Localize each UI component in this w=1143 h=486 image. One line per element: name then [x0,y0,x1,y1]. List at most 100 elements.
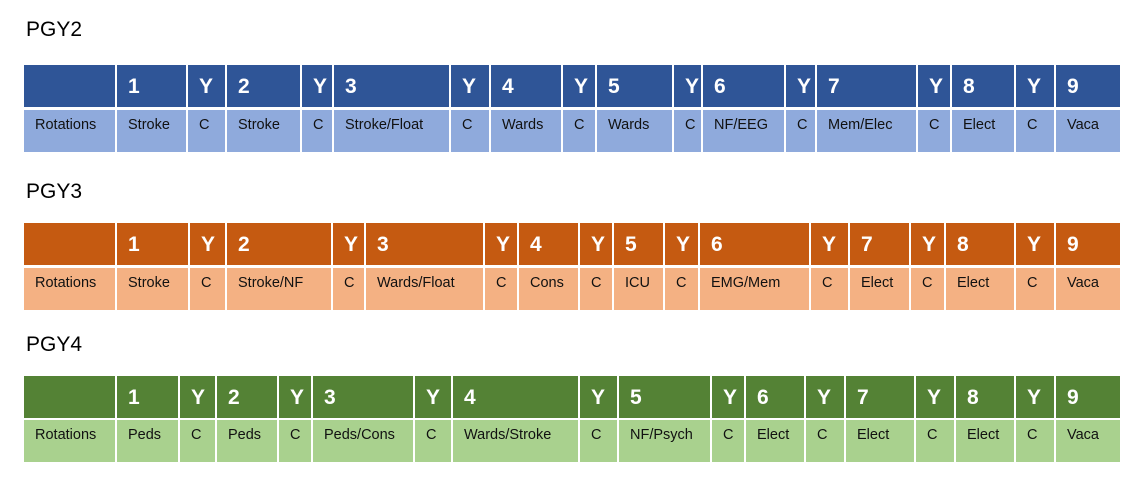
rotation-cell: C [916,420,956,462]
rotations-row: Rotations Peds C Peds C Peds/Cons C Wards/Strok… [24,420,1120,462]
header-cell: Y [918,65,952,107]
header-cell: 7 [846,376,916,418]
rotation-cell: C [665,268,700,310]
header-cell: Y [188,65,227,107]
rotation-cell: Stroke [117,268,190,310]
header-cell: 2 [227,223,333,265]
header-cell: Y [190,223,227,265]
header-cell: 1 [117,223,190,265]
rotation-cell: Cons [519,268,580,310]
rotation-cell: C [485,268,519,310]
header-cell: 5 [597,65,674,107]
rotation-cell: Vaca [1056,110,1120,152]
rotation-cell: Rotations [24,268,117,310]
header-cell: 6 [746,376,806,418]
table-title: PGY3 [26,180,83,203]
header-cell: Y [916,376,956,418]
rotation-cell: Elect [952,110,1016,152]
header-cell: 1 [117,65,188,107]
rotation-cell: Elect [746,420,806,462]
rotation-cell: C [712,420,746,462]
table-title: PGY4 [26,333,83,356]
header-cell: 7 [817,65,918,107]
rotation-cell: Wards [597,110,674,152]
rotation-cell: C [451,110,491,152]
rotation-cell: C [1016,110,1056,152]
header-cell: 8 [952,65,1016,107]
rotation-cell: C [302,110,334,152]
header-cell: 8 [956,376,1016,418]
header-cell: Y [786,65,817,107]
rotation-cell: Rotations [24,110,117,152]
rotation-cell: Mem/Elec [817,110,918,152]
rotation-cell: NF/EEG [703,110,786,152]
header-cell: 5 [614,223,665,265]
rotation-cell: Elect [850,268,911,310]
header-cell: Y [563,65,597,107]
header-cell [24,65,117,107]
table-title: PGY2 [26,18,83,41]
rotation-cell: Vaca [1056,268,1120,310]
rotation-cell: Stroke [227,110,302,152]
header-cell: 9 [1056,65,1120,107]
header-cell: Y [451,65,491,107]
header-cell: 4 [491,65,563,107]
rotation-cell: Elect [946,268,1016,310]
rotation-cell: Wards/Float [366,268,485,310]
header-cell: 4 [519,223,580,265]
rotation-cell: Peds [217,420,279,462]
header-cell: Y [811,223,850,265]
header-cell: Y [712,376,746,418]
header-cell: Y [180,376,217,418]
header-cell: Y [806,376,846,418]
rotation-cell: NF/Psych [619,420,712,462]
header-cell: 2 [217,376,279,418]
rotation-cell: Elect [846,420,916,462]
rotation-cell: Stroke/Float [334,110,451,152]
rotation-cell: Wards [491,110,563,152]
rotation-cell: C [188,110,227,152]
rotation-cell: C [279,420,313,462]
header-cell: 3 [366,223,485,265]
rotation-cell: C [563,110,597,152]
rotation-cell: C [806,420,846,462]
header-cell: 6 [700,223,811,265]
header-cell: Y [665,223,700,265]
rotation-cell: C [811,268,850,310]
rotation-cell: C [415,420,453,462]
rotation-cell: Stroke/NF [227,268,333,310]
rotation-cell: C [1016,420,1056,462]
rotation-cell: C [786,110,817,152]
header-cell: 6 [703,65,786,107]
header-cell: Y [333,223,366,265]
header-cell: 8 [946,223,1016,265]
rotations-row: Rotations Stroke C Stroke C Stroke/Float C Ward… [24,110,1120,152]
rotations-row: Rotations Stroke C Stroke/NF C Wards/Float C Co… [24,268,1120,310]
rotation-cell: Wards/Stroke [453,420,580,462]
header-cell: Y [485,223,519,265]
header-cell: Y [1016,65,1056,107]
rotation-cell: ICU [614,268,665,310]
rotation-cell: Stroke [117,110,188,152]
rotation-cell: C [580,268,614,310]
rotation-cell: C [674,110,703,152]
rotation-cell: Vaca [1056,420,1120,462]
rotation-cell: C [580,420,619,462]
rotation-cell: C [333,268,366,310]
header-cell: 2 [227,65,302,107]
rotation-cell: C [911,268,946,310]
header-cell [24,223,117,265]
header-cell: Y [911,223,946,265]
rotation-cell: C [1016,268,1056,310]
header-cell: Y [580,223,614,265]
rotation-cell: C [918,110,952,152]
header-cell: 1 [117,376,180,418]
rotation-cell: C [180,420,217,462]
header-cell: Y [415,376,453,418]
header-cell: 4 [453,376,580,418]
header-cell: 3 [313,376,415,418]
header-cell: Y [674,65,703,107]
rotation-cell: Rotations [24,420,117,462]
header-cell: Y [580,376,619,418]
